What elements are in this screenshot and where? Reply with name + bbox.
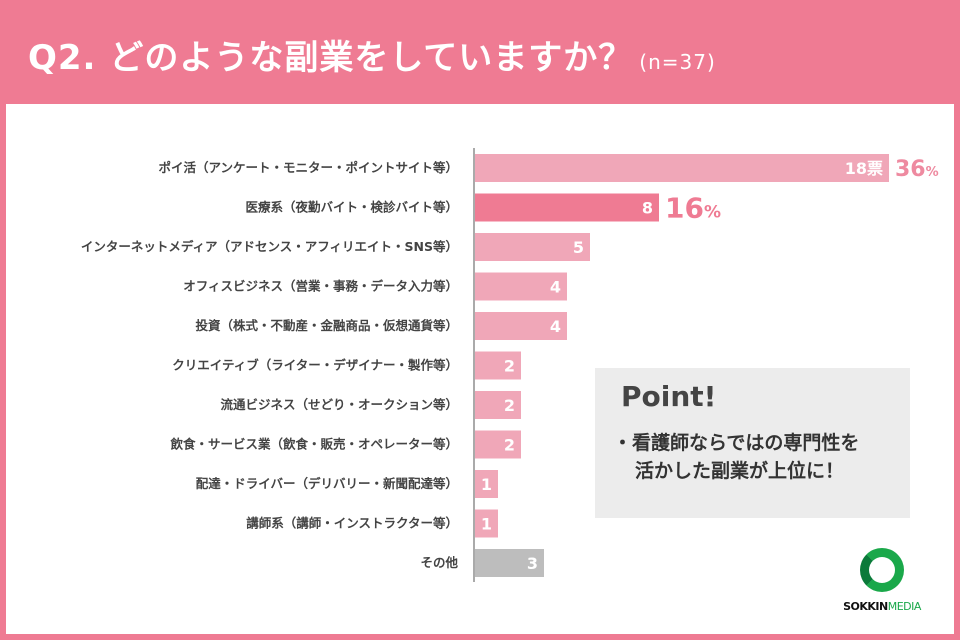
category-label: ポイ活（アンケート・モニター・ポイントサイト等） xyxy=(158,160,458,175)
category-label: その他 xyxy=(420,555,458,570)
percent-label: 16% xyxy=(665,192,721,225)
bar xyxy=(475,154,889,182)
bar-value-label: 18票 xyxy=(845,159,883,178)
bar-value-label: 2 xyxy=(504,436,515,455)
question-title: Q2. どのような副業をしていますか？ xyxy=(28,38,634,78)
percent-label: 36% xyxy=(895,157,939,182)
logo-brand: SOKKIN xyxy=(843,600,888,613)
bar-value-label: 3 xyxy=(527,554,538,573)
point-callout: Point! ・看護師ならではの専門性を 活かした副業が上位に！ xyxy=(595,368,910,518)
bar-value-label: 1 xyxy=(481,515,492,534)
bar xyxy=(475,272,567,301)
sokkin-media-logo: SOKKINMEDIA xyxy=(832,548,932,618)
category-label: 飲食・サービス業（飲食・販売・オペレーター等） xyxy=(169,437,458,452)
bar-value-label: 8 xyxy=(642,199,653,218)
point-title: Point! xyxy=(621,380,717,413)
percent-unit: % xyxy=(704,203,721,223)
bar xyxy=(475,509,498,538)
category-label: 投資（株式・不動産・金融商品・仮想通貨等） xyxy=(195,318,458,333)
category-label: 流通ビジネス（せどり・オークション等） xyxy=(220,397,458,412)
point-text-line-1: ・看護師ならではの専門性を xyxy=(613,432,860,454)
bar xyxy=(475,233,590,261)
sample-size-label: (n=37) xyxy=(639,50,716,74)
percent-number: 36 xyxy=(895,157,926,182)
bar-value-label: 1 xyxy=(481,475,492,494)
bar xyxy=(475,470,498,498)
bar xyxy=(475,430,521,459)
logo-brand-suffix: MEDIA xyxy=(887,600,922,613)
point-text-line-2: 活かした副業が上位に！ xyxy=(635,460,845,482)
horizontal-bar-chart: ポイ活（アンケート・モニター・ポイントサイト等） 18票医療系（夜勤バイト・検診バ… xyxy=(81,148,939,582)
bar-value-label: 4 xyxy=(550,278,561,297)
logo-ring-icon xyxy=(860,548,904,592)
bar xyxy=(475,351,521,380)
bar xyxy=(475,391,521,419)
category-label: 講師系（講師・インストラクター等） xyxy=(246,516,458,531)
page-title: Q2. どのような副業をしていますか？ (n=37) xyxy=(28,30,716,79)
category-label: 医療系（夜勤バイト・検診バイト等） xyxy=(245,200,458,215)
category-label: クリエイティブ（ライター・デザイナー・製作等） xyxy=(172,358,458,373)
header-banner: Q2. どのような副業をしていますか？ (n=37) xyxy=(0,0,960,104)
category-label: オフィスビジネス（営業・事務・データ入力等） xyxy=(183,279,458,294)
bar xyxy=(475,193,659,222)
category-label: インターネットメディア（アドセンス・アフィリエイト・SNS等） xyxy=(81,239,458,254)
percent-number: 16 xyxy=(665,192,704,225)
logo-wordmark: SOKKINMEDIA xyxy=(832,600,932,613)
bar-value-label: 2 xyxy=(504,396,515,415)
category-label: 配達・ドライバー（デリバリー・新聞配達等） xyxy=(196,476,458,491)
bar-value-label: 2 xyxy=(504,357,515,376)
bar-value-label: 4 xyxy=(550,317,561,336)
percent-unit: % xyxy=(926,165,939,180)
bar xyxy=(475,549,544,577)
bar-group: ポイ活（アンケート・モニター・ポイントサイト等） 18票医療系（夜勤バイト・検診バ… xyxy=(81,154,939,577)
bar xyxy=(475,312,567,340)
bar-value-label: 5 xyxy=(573,238,584,257)
